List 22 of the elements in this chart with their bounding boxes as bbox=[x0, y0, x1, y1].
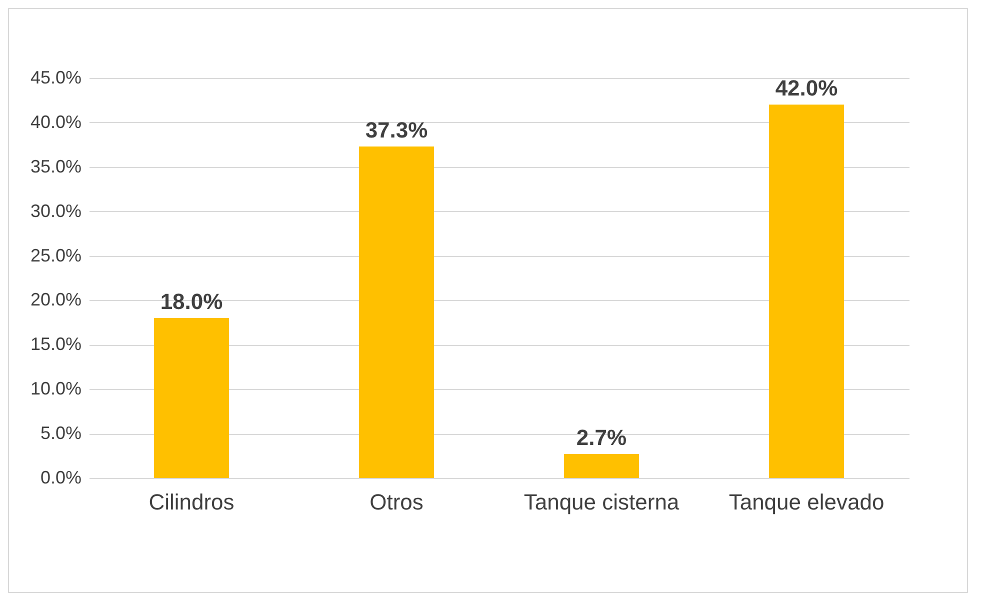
y-tick-label: 45.0% bbox=[30, 68, 82, 88]
y-tick-label: 30.0% bbox=[30, 200, 82, 221]
y-tick-label: 35.0% bbox=[30, 156, 82, 176]
y-tick-label: 40.0% bbox=[30, 112, 82, 132]
x-tick-label: Tanque cisterna bbox=[524, 490, 680, 514]
y-tick-label: 0.0% bbox=[40, 468, 82, 488]
bar bbox=[154, 318, 229, 478]
bar bbox=[769, 104, 844, 478]
bar bbox=[564, 454, 639, 478]
data-label: 42.0% bbox=[775, 76, 838, 101]
x-tick-label: Tanque elevado bbox=[728, 490, 884, 514]
data-label: 18.0% bbox=[160, 289, 223, 314]
bar bbox=[359, 146, 434, 478]
x-tick-label: Cilindros bbox=[148, 490, 234, 514]
data-label: 2.7% bbox=[576, 425, 627, 450]
y-tick-label: 10.0% bbox=[30, 378, 82, 399]
y-tick-label: 5.0% bbox=[40, 423, 82, 444]
y-tick-label: 25.0% bbox=[30, 245, 82, 266]
y-tick-label: 15.0% bbox=[30, 334, 82, 354]
data-label: 37.3% bbox=[365, 117, 428, 142]
y-tick-label: 20.0% bbox=[30, 290, 82, 310]
x-tick-label: Otros bbox=[370, 490, 424, 514]
